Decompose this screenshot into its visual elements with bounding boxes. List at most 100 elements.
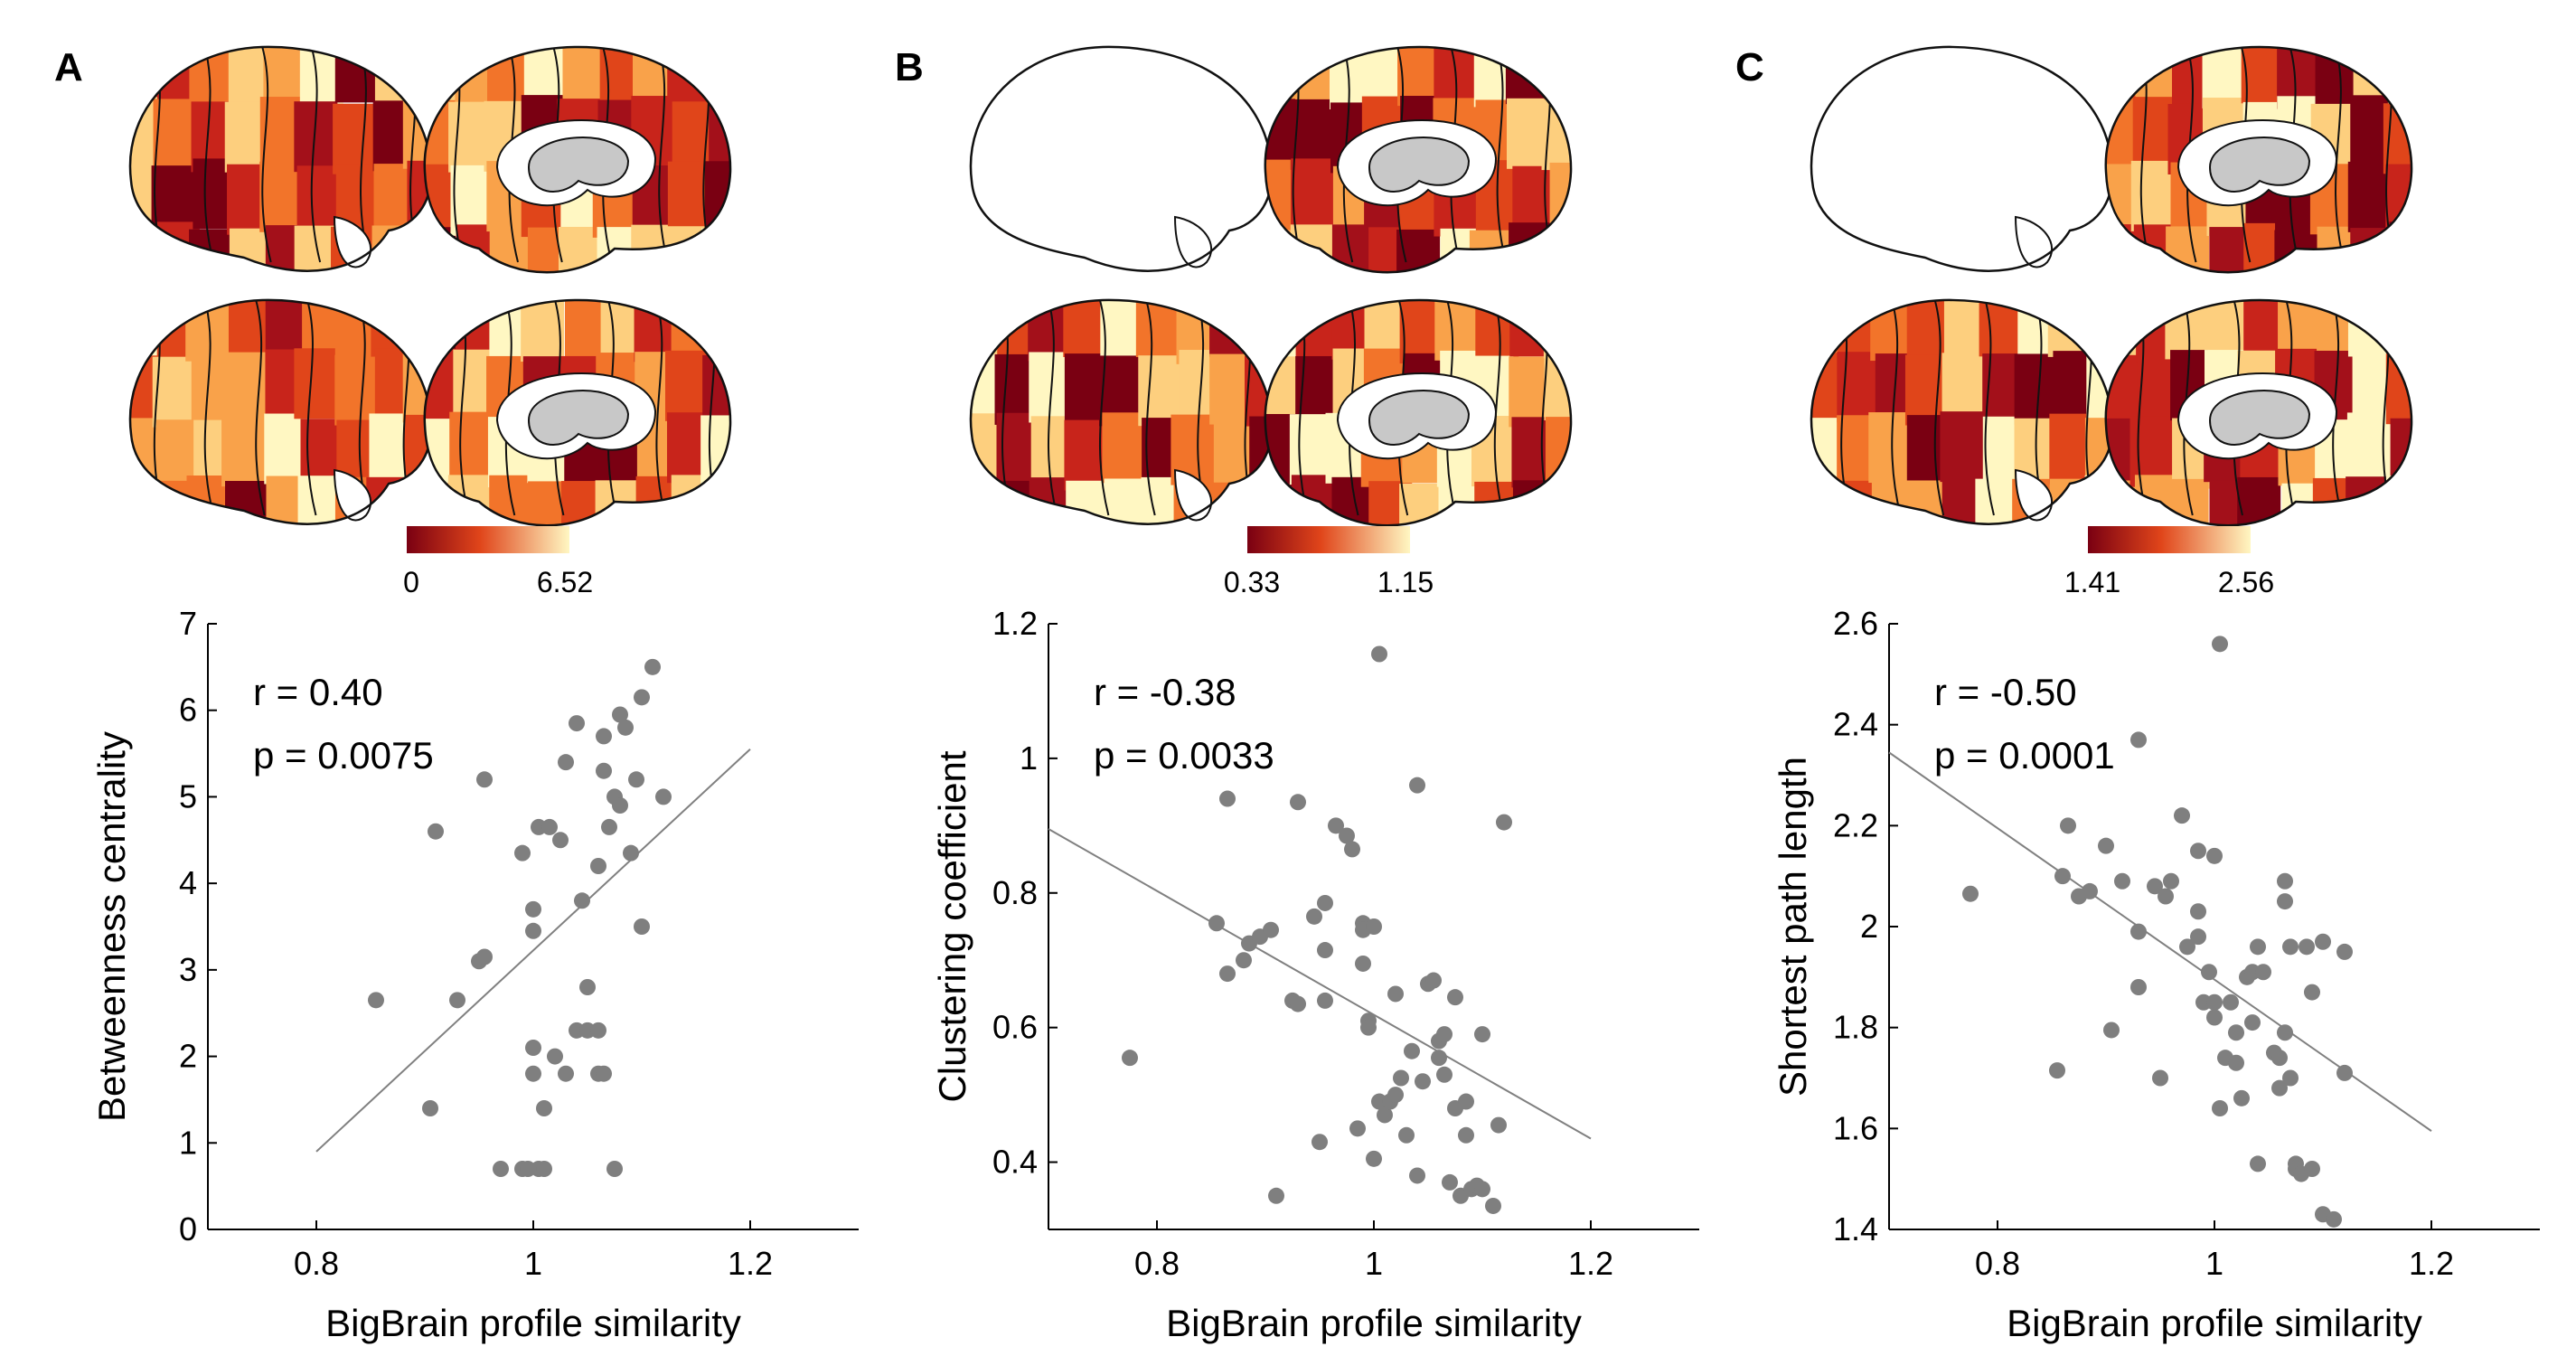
data-point: [1339, 827, 1355, 844]
brain-parcel: [1979, 299, 2023, 357]
brain-parcel: [2049, 478, 2093, 524]
sulcus-line: [1892, 45, 1901, 262]
data-point: [1485, 1197, 1501, 1214]
data-point: [2223, 993, 2239, 1011]
data-point: [1377, 1106, 1393, 1124]
brain-parcel: [1876, 96, 1919, 166]
brain-parcel: [1837, 352, 1881, 423]
data-point: [514, 844, 531, 862]
data-point: [1474, 1181, 1490, 1198]
brain-parcel: [671, 300, 715, 357]
sulcus-line: [1048, 45, 1057, 262]
parcel-group: [970, 299, 1273, 524]
y-axis-label: Shortest path length: [1772, 757, 1814, 1097]
data-point: [449, 992, 465, 1009]
brain-parcel: [259, 161, 304, 232]
brain-parcel: [1874, 224, 1917, 295]
data-point: [2336, 1064, 2353, 1081]
brain-parcel: [671, 475, 715, 526]
brain-parcel: [702, 354, 731, 426]
parcel-group: [129, 46, 432, 271]
x-axis-label: BigBrain profile similarity: [1166, 1302, 1582, 1344]
sulcus-line: [1941, 45, 1950, 262]
data-point: [2082, 882, 2098, 899]
data-point: [2336, 943, 2353, 960]
x-tick-label: 1: [2205, 1245, 2223, 1282]
x-tick-label: 1.2: [2409, 1245, 2454, 1282]
brain-parcel: [1940, 411, 1984, 483]
data-point: [476, 771, 493, 788]
brain-parcel: [333, 103, 377, 174]
x-tick-label: 1: [1365, 1245, 1383, 1282]
data-point: [1290, 995, 1306, 1012]
data-point: [558, 754, 574, 771]
subcortex-region: [2208, 390, 2311, 446]
brain-parcel: [1138, 227, 1181, 297]
data-point: [1366, 918, 1382, 935]
colorbar-max-label: 1.15: [1377, 566, 1434, 598]
data-point: [596, 762, 612, 779]
brain-parcel: [2389, 221, 2412, 273]
brain-parcel: [1209, 159, 1253, 230]
brain-parcel: [297, 476, 342, 524]
brain-parcel: [449, 411, 494, 483]
correlation-r: r = 0.40: [253, 671, 383, 713]
brain-parcel: [129, 227, 160, 271]
brain-parcel: [1291, 158, 1335, 230]
brain-parcel: [296, 165, 341, 237]
brain-parcel: [1834, 221, 1877, 292]
brain-parcel: [2387, 300, 2412, 358]
data-point: [1317, 894, 1333, 911]
brain-parcel: [1906, 96, 1950, 166]
brain-parcel: [1906, 299, 1951, 358]
data-point: [1442, 1173, 1458, 1191]
brain-parcel: [1434, 300, 1479, 361]
data-point: [2228, 1054, 2244, 1071]
data-point: [1404, 1042, 1420, 1059]
brain-parcel: [1904, 164, 1947, 234]
subcortex-region: [2208, 137, 2311, 193]
brain-parcel: [1810, 478, 1842, 524]
cerebellum-cutout: [333, 215, 371, 268]
data-point: [422, 1100, 438, 1116]
sulcus-line: [203, 299, 215, 516]
data-point: [596, 1065, 612, 1082]
brain-parcel: [1799, 161, 1842, 231]
colorbar-max-label: 6.52: [537, 566, 593, 598]
data-point: [1355, 955, 1371, 972]
brain-parcel: [2055, 227, 2099, 297]
data-point: [2054, 868, 2071, 885]
medial-brain-view: [2104, 298, 2413, 527]
cerebellum-cutout: [2014, 468, 2053, 522]
data-point: [1236, 952, 1252, 969]
brain-parcel: [1031, 36, 1075, 107]
brain-outline: [423, 298, 732, 527]
brain-outline: [969, 45, 1274, 272]
data-point: [1371, 645, 1387, 663]
data-point: [1349, 1120, 1366, 1137]
colorbar-min-label: 0.33: [1224, 566, 1280, 598]
brain-parcel: [1177, 99, 1220, 169]
data-point: [1312, 1134, 1328, 1151]
data-point: [2277, 1024, 2293, 1041]
subcortex-region: [527, 137, 630, 193]
y-tick-label: 0: [179, 1210, 197, 1248]
x-axis-label: BigBrain profile similarity: [2007, 1302, 2422, 1344]
brain-parcel: [334, 46, 379, 103]
data-point: [2233, 1089, 2250, 1106]
brain-parcel: [1838, 103, 1881, 174]
data-point: [2277, 893, 2293, 910]
data-point: [1393, 1069, 1409, 1087]
data-point: [2060, 817, 2076, 834]
brain-parcel: [153, 99, 197, 170]
data-point: [2277, 872, 2293, 890]
data-point: [2304, 1161, 2320, 1177]
brain-parcel: [1469, 230, 1513, 273]
data-point: [2152, 1069, 2168, 1087]
correlation-r: r = -0.38: [1094, 671, 1236, 713]
brain-parcel: [1214, 221, 1257, 292]
data-point: [1409, 777, 1425, 794]
brain-parcel: [1104, 228, 1147, 298]
data-point: [2206, 847, 2223, 864]
brain-parcel: [264, 413, 308, 485]
